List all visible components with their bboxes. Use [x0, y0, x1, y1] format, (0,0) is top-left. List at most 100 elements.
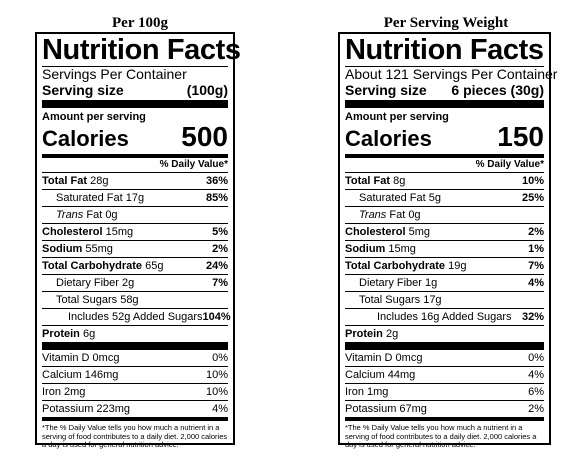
- calories-label: Calories: [42, 126, 129, 151]
- vitamin-d-row: Vitamin D 0mcg 0%: [345, 350, 544, 367]
- daily-value-pct: 2%: [212, 243, 228, 255]
- nutrition-label-per-serving: Nutrition Facts About 121 Servings Per C…: [338, 32, 557, 449]
- sodium-row: Sodium 15mg 1%: [345, 241, 544, 258]
- daily-value-pct: 10%: [205, 369, 228, 381]
- nutrient-amount: 5mg: [408, 226, 430, 238]
- saturated-fat-row: Saturated Fat 17g 85%: [42, 190, 228, 207]
- trans-prefix: Trans: [56, 209, 84, 221]
- saturated-fat-row: Saturated Fat 5g 25%: [345, 190, 544, 207]
- nutrient-amount: 55mg: [85, 243, 113, 255]
- daily-value-pct: 6%: [528, 386, 544, 398]
- trans-suffix: Fat 0g: [386, 209, 421, 221]
- nutrient-label: Dietary Fiber 1g: [359, 277, 438, 289]
- daily-value-pct: 4%: [212, 403, 228, 415]
- serving-size-label: Serving size: [42, 82, 124, 98]
- total-fat-row: Total Fat 8g 10%: [345, 173, 544, 190]
- nutrient-label: Total Sugars 17g: [359, 294, 442, 306]
- calories-row: Calories 150: [345, 123, 544, 151]
- medium-divider: [345, 154, 544, 158]
- thick-divider: [345, 342, 544, 350]
- servings-per-container: Servings Per Container: [42, 66, 187, 82]
- nutrient-label: Saturated Fat 17g: [56, 192, 145, 204]
- cholesterol-row: Cholesterol 5mg 2%: [345, 224, 544, 241]
- nutrient-label: Includes 52g Added Sugars: [68, 311, 203, 323]
- iron-row: Iron 1mg 6%: [345, 384, 544, 401]
- nutrient-label: Potassium 67mg: [345, 403, 427, 415]
- daily-value-pct: 24%: [205, 260, 228, 272]
- dietary-fiber-row: Dietary Fiber 1g 4%: [345, 275, 544, 292]
- trans-fat-row: Trans Fat 0g: [345, 207, 544, 224]
- amount-per-serving: Amount per serving: [345, 111, 449, 123]
- nutrient-amount: 65g: [145, 260, 164, 272]
- vitamin-d-row: Vitamin D 0mcg 0%: [42, 350, 228, 367]
- serving-size-value: 6 pieces (30g): [451, 82, 544, 98]
- daily-value-header: % Daily Value*: [345, 158, 544, 173]
- nutrient-amount: 2g: [385, 328, 399, 340]
- daily-value-footnote: *The % Daily Value tells you how much a …: [345, 423, 537, 449]
- cholesterol-row: Cholesterol 15mg 5%: [42, 224, 228, 241]
- serving-size-row: Serving size (100g): [42, 82, 228, 98]
- nutrient-label: Calcium 146mg: [42, 369, 119, 381]
- daily-value-pct: 4%: [528, 277, 544, 289]
- nutrient-label: Sodium: [345, 243, 386, 255]
- nutrient-label: Includes 16g Added Sugars: [377, 311, 512, 323]
- nutrient-label: Sodium: [42, 243, 83, 255]
- nutrient-label: Vitamin D 0mcg: [345, 352, 423, 364]
- nutrient-label: Total Fat: [42, 175, 88, 187]
- sodium-row: Sodium 55mg 2%: [42, 241, 228, 258]
- iron-row: Iron 2mg 10%: [42, 384, 228, 401]
- serving-size-value: (100g): [186, 82, 228, 98]
- nutrient-amount: 15mg: [388, 243, 416, 255]
- serving-size-label: Serving size: [345, 82, 427, 98]
- daily-value-pct: 85%: [205, 192, 228, 204]
- medium-divider: [42, 417, 228, 421]
- nutrient-label: Cholesterol: [42, 226, 103, 238]
- nutrient-amount: 6g: [82, 328, 96, 340]
- panel-caption: Per Serving Weight: [383, 15, 509, 31]
- trans-suffix: Fat 0g: [83, 209, 118, 221]
- total-sugars-row: Total Sugars 58g: [42, 292, 228, 309]
- daily-value-pct: 25%: [521, 192, 544, 204]
- serving-size-row: Serving size 6 pieces (30g): [345, 82, 544, 98]
- potassium-row: Potassium 223mg 4%: [42, 401, 228, 417]
- daily-value-pct: 5%: [212, 226, 228, 238]
- total-carbohydrate-row: Total Carbohydrate 65g 24%: [42, 258, 228, 275]
- daily-value-pct: 10%: [205, 386, 228, 398]
- nutrient-label: Vitamin D 0mcg: [42, 352, 120, 364]
- total-carbohydrate-row: Total Carbohydrate 19g 7%: [345, 258, 544, 275]
- potassium-row: Potassium 67mg 2%: [345, 401, 544, 417]
- nutrient-label: Potassium 223mg: [42, 403, 131, 415]
- divider: [42, 66, 228, 67]
- nutrient-label: Total Carbohydrate: [42, 260, 143, 272]
- daily-value-pct: 1%: [528, 243, 544, 255]
- protein-row: Protein 6g: [42, 326, 228, 342]
- calcium-row: Calcium 44mg 4%: [345, 367, 544, 384]
- nutrient-label: Total Sugars 58g: [56, 294, 139, 306]
- trans-prefix: Trans: [359, 209, 387, 221]
- nutrient-amount: 28g: [90, 175, 109, 187]
- panel-caption: Per 100g: [112, 15, 168, 31]
- calories-row: Calories 500: [42, 123, 228, 151]
- nutrient-label: Protein: [345, 328, 383, 340]
- calories-value: 150: [497, 121, 544, 152]
- daily-value-pct: 0%: [528, 352, 544, 364]
- calcium-row: Calcium 146mg 10%: [42, 367, 228, 384]
- thick-divider: [345, 100, 544, 108]
- total-fat-row: Total Fat 28g 36%: [42, 173, 228, 190]
- daily-value-pct: 4%: [528, 369, 544, 381]
- daily-value-pct: 7%: [212, 277, 228, 289]
- daily-value-pct: 104%: [202, 311, 231, 323]
- calories-label: Calories: [345, 126, 432, 151]
- nutrition-facts-title: Nutrition Facts: [345, 34, 544, 66]
- thick-divider: [42, 100, 228, 108]
- dietary-fiber-row: Dietary Fiber 2g 7%: [42, 275, 228, 292]
- total-sugars-row: Total Sugars 17g: [345, 292, 544, 309]
- daily-value-header: % Daily Value*: [42, 158, 228, 173]
- daily-value-pct: 2%: [528, 403, 544, 415]
- amount-per-serving: Amount per serving: [42, 111, 146, 123]
- nutrient-amount: 8g: [393, 175, 406, 187]
- daily-value-pct: 2%: [528, 226, 544, 238]
- trans-fat-row: Trans Fat 0g: [42, 207, 228, 224]
- daily-value-pct: 10%: [521, 175, 544, 187]
- nutrient-label: Cholesterol: [345, 226, 406, 238]
